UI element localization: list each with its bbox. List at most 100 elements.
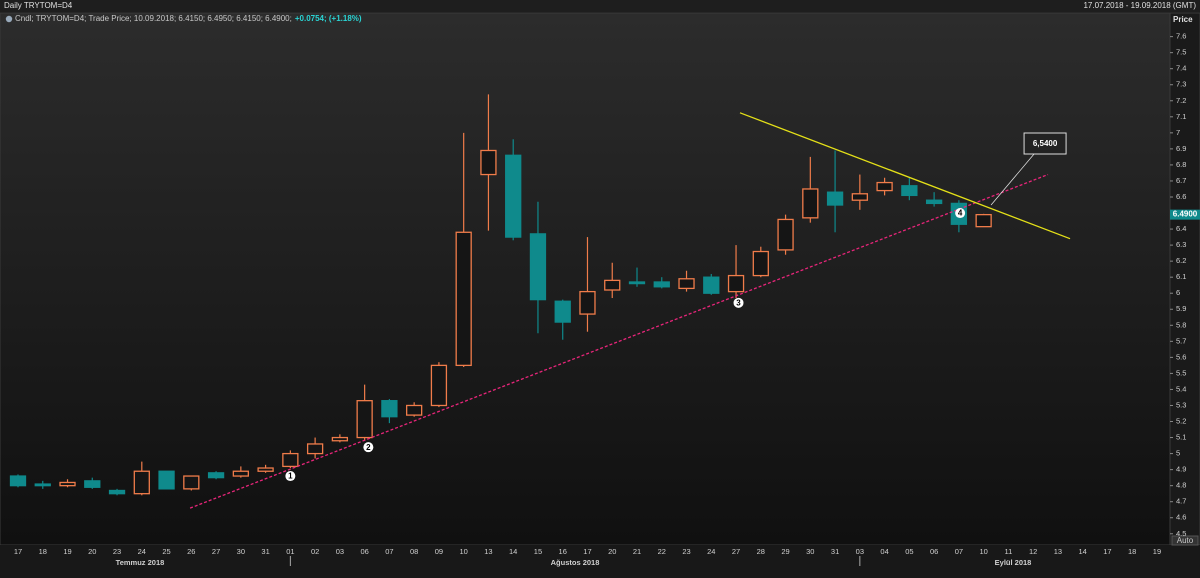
title-bar: [0, 0, 1200, 12]
x-tick-label: 27: [732, 547, 740, 556]
x-tick-label: 26: [187, 547, 195, 556]
y-tick-label: 6.9: [1176, 144, 1186, 153]
x-tick-label: 12: [1029, 547, 1037, 556]
month-label: Ağustos 2018: [551, 558, 600, 567]
candle-body: [34, 483, 51, 487]
x-tick-label: 22: [658, 547, 666, 556]
candle-body: [529, 233, 547, 301]
x-tick-label: 10: [460, 547, 468, 556]
x-tick-label: 17: [14, 547, 22, 556]
y-tick-label: 5.6: [1176, 352, 1186, 361]
trendline: [189, 173, 1049, 509]
y-tick-label: 7.2: [1176, 96, 1186, 105]
y-tick-label: 5.1: [1176, 433, 1186, 442]
candle-body: [158, 470, 175, 490]
marker-label: 2: [366, 443, 371, 452]
x-tick-label: 02: [311, 547, 319, 556]
candle-body: [183, 475, 200, 490]
trendline: [739, 112, 1071, 240]
x-tick-label: 24: [138, 547, 146, 556]
candle-body: [653, 281, 670, 288]
x-tick-label: 21: [633, 547, 641, 556]
candle-body: [727, 274, 745, 293]
legend-icon: [5, 15, 13, 23]
y-tick-label: 6.1: [1176, 272, 1186, 281]
y-tick-label: 5.3: [1176, 400, 1186, 409]
candle-body: [901, 185, 918, 197]
candle-body: [505, 154, 522, 238]
x-tick-label: 19: [1153, 547, 1161, 556]
candle-body: [356, 400, 373, 439]
y-tick-label: 4.9: [1176, 465, 1186, 474]
legend-text: Cndl; TRYTOM=D4; Trade Price; 10.09.2018…: [15, 14, 292, 23]
marker: [363, 442, 374, 453]
x-tick-label: 06: [930, 547, 938, 556]
x-tick-label: 23: [682, 547, 690, 556]
y-tick-label: 5: [1176, 449, 1180, 458]
candle-body: [331, 436, 349, 442]
month-label: Eylül 2018: [995, 558, 1032, 567]
x-tick-label: 25: [162, 547, 170, 556]
x-tick-label: 17: [583, 547, 591, 556]
x-tick-label: 31: [831, 547, 839, 556]
x-tick-label: 05: [905, 547, 913, 556]
candle-body: [59, 481, 76, 487]
last-price-label: 6.4900: [1173, 210, 1198, 219]
marker: [733, 297, 744, 308]
auto-button-label[interactable]: Auto: [1177, 536, 1194, 545]
candle-body: [455, 231, 472, 367]
candle-body: [925, 199, 943, 205]
y-tick-label: 6.7: [1176, 176, 1186, 185]
x-tick-label: 20: [88, 547, 96, 556]
x-tick-label: 07: [385, 547, 393, 556]
x-tick-label: 03: [336, 547, 344, 556]
y-tick-label: 6.3: [1176, 240, 1186, 249]
candle-body: [207, 472, 225, 479]
x-axis-area: [0, 545, 1200, 578]
x-tick-label: 30: [806, 547, 814, 556]
candle-body: [406, 404, 423, 416]
y-tick-label: 5.9: [1176, 304, 1186, 313]
candle-body: [752, 250, 769, 277]
x-tick-label: 10: [979, 547, 987, 556]
candle-body: [9, 475, 27, 487]
plot-area: [0, 12, 1171, 546]
y-tick-label: 6.6: [1176, 192, 1186, 201]
x-tick-label: 01: [286, 547, 294, 556]
x-tick-label: 18: [39, 547, 47, 556]
y-tick-label: 4.7: [1176, 497, 1186, 506]
x-tick-label: 29: [781, 547, 789, 556]
x-tick-label: 30: [237, 547, 245, 556]
y-tick-label: 6.2: [1176, 256, 1186, 265]
y-tick-label: 5.5: [1176, 368, 1186, 377]
candle-body: [480, 149, 497, 176]
x-tick-label: 09: [435, 547, 443, 556]
x-tick-label: 23: [113, 547, 121, 556]
x-tick-label: 20: [608, 547, 616, 556]
x-tick-label: 15: [534, 547, 542, 556]
x-tick-label: 24: [707, 547, 715, 556]
candle-body: [777, 218, 794, 251]
candle-body: [579, 290, 596, 315]
y-tick-label: 5.4: [1176, 384, 1186, 393]
candle-body: [678, 278, 695, 290]
candle-body: [604, 279, 621, 291]
y-tick-label: 6.8: [1176, 160, 1186, 169]
x-tick-label: 14: [1079, 547, 1087, 556]
candle-body: [306, 443, 324, 455]
y-tick-label: 7: [1176, 128, 1180, 137]
marker-label: 1: [288, 472, 293, 481]
x-tick-label: 19: [63, 547, 71, 556]
callout-box: [1023, 132, 1067, 155]
marker: [285, 471, 296, 482]
x-tick-label: 03: [856, 547, 864, 556]
auto-button[interactable]: [1171, 535, 1199, 546]
x-tick-label: 13: [1054, 547, 1062, 556]
x-tick-label: 13: [484, 547, 492, 556]
candle-body: [430, 364, 448, 407]
y-tick-label: 5.2: [1176, 416, 1186, 425]
callout-leader: [990, 153, 1035, 206]
x-tick-label: 31: [261, 547, 269, 556]
y-tick-label: 4.5: [1176, 529, 1186, 538]
